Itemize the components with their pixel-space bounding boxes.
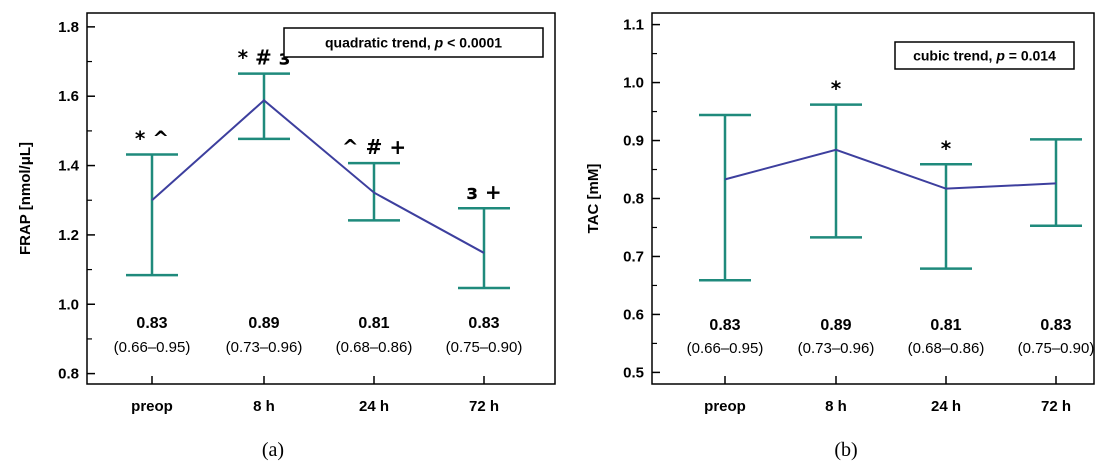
y-tick-label: 1.8 xyxy=(58,19,79,36)
plot-frame xyxy=(86,12,556,385)
x-tick-label: 72 h xyxy=(1041,398,1071,415)
y-tick-label: 0.8 xyxy=(623,191,644,208)
y-tick-label: 1.0 xyxy=(623,75,644,92)
series-line xyxy=(151,99,485,254)
y-tick-label: 0.9 xyxy=(623,133,644,150)
x-tick-label: 72 h xyxy=(469,398,499,415)
trend-label: quadratic trend, xyxy=(325,35,435,51)
chart-panel-b: 0.5 0.6 0.7 0.8 0.9 1.0 1.1 TAC [mM] preop 8 h 24 … xyxy=(585,12,1095,461)
ci-label: (0.73–0.96) xyxy=(226,339,303,356)
y-tick-label: 0.5 xyxy=(623,364,644,381)
chart-panel-a: 0.8 1.0 1.2 1.4 1.6 1.8 FRAP [nmol/μL] preop 8 h… xyxy=(17,12,556,461)
ci-label: (0.75–0.90) xyxy=(1018,340,1095,357)
ci-label: (0.66–0.95) xyxy=(114,339,191,356)
data-label: 0.83 xyxy=(468,315,499,332)
ci-label: (0.68–0.86) xyxy=(336,339,413,356)
data-label: 0.81 xyxy=(358,315,389,332)
significance-marker: з + xyxy=(466,180,501,204)
panel-label: (a) xyxy=(262,439,284,461)
trend-p-value: < 0.0001 xyxy=(443,35,502,51)
data-label: 0.81 xyxy=(930,317,961,334)
trend-p-value: = 0.014 xyxy=(1005,48,1056,64)
trend-box xyxy=(894,41,1075,70)
x-tick-label: 24 h xyxy=(931,398,961,415)
y-tick-label: 0.8 xyxy=(58,366,79,383)
ci-label: (0.75–0.90) xyxy=(446,339,523,356)
x-tick-label: preop xyxy=(704,398,746,415)
panel-label: (b) xyxy=(834,439,857,461)
y-tick-label: 0.6 xyxy=(623,306,644,323)
y-tick-label: 0.7 xyxy=(623,248,644,265)
significance-marker: * ^ xyxy=(135,126,169,150)
series-line xyxy=(724,148,1057,190)
y-axis-label: FRAP [nmol/μL] xyxy=(17,142,34,255)
data-label: 0.89 xyxy=(820,317,851,334)
y-axis-label: TAC [mM] xyxy=(585,164,602,234)
significance-marker: * # з xyxy=(238,46,291,70)
y-tick-label: 1.6 xyxy=(58,88,79,105)
significance-marker: * xyxy=(941,136,952,160)
trend-text: quadratic trend, p < 0.0001 xyxy=(325,35,502,51)
y-tick-label: 1.4 xyxy=(58,158,80,175)
trend-label: cubic trend, xyxy=(913,48,996,64)
ci-label: (0.66–0.95) xyxy=(687,340,764,357)
trend-p-symbol: p xyxy=(434,35,444,51)
trend-p-symbol: p xyxy=(995,48,1005,64)
data-label: 0.89 xyxy=(248,315,279,332)
significance-marker: * xyxy=(831,77,842,101)
trend-text: cubic trend, p = 0.014 xyxy=(913,48,1056,64)
x-tick-label: preop xyxy=(131,398,173,415)
x-tick-label: 24 h xyxy=(359,398,389,415)
x-tick-label: 8 h xyxy=(825,398,847,415)
y-tick-label: 1.0 xyxy=(58,296,79,313)
x-tick-label: 8 h xyxy=(253,398,275,415)
ci-label: (0.73–0.96) xyxy=(798,340,875,357)
significance-marker: ^ # + xyxy=(342,135,406,159)
data-label: 0.83 xyxy=(1040,317,1071,334)
trend-box xyxy=(283,27,544,58)
ci-label: (0.68–0.86) xyxy=(908,340,985,357)
y-tick-label: 1.2 xyxy=(58,227,79,244)
y-tick-label: 1.1 xyxy=(623,17,644,34)
data-label: 0.83 xyxy=(136,315,167,332)
data-label: 0.83 xyxy=(709,317,740,334)
